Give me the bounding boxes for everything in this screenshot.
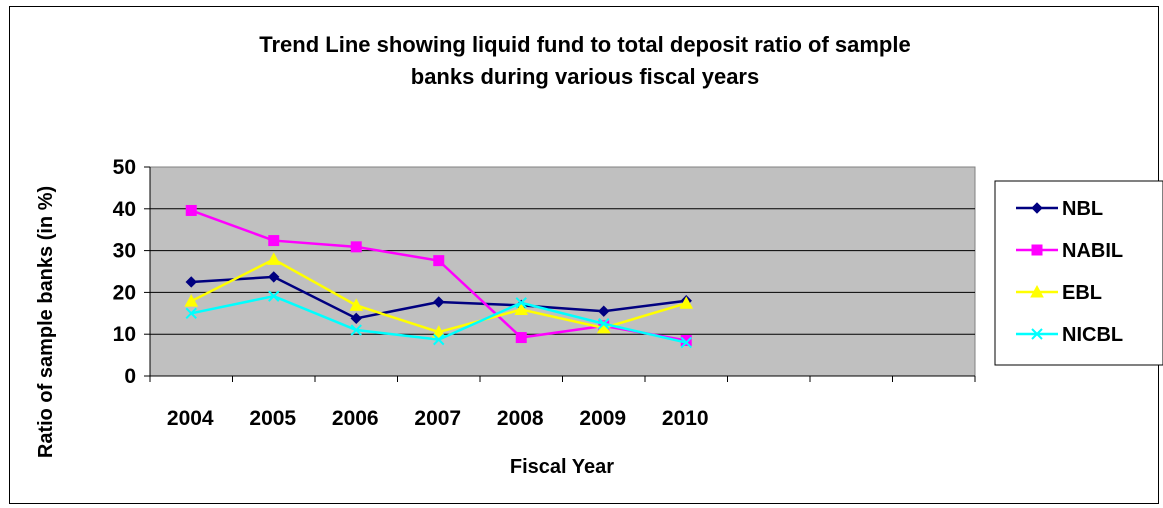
chart-title-line-1: Trend Line showing liquid fund to total … <box>259 32 910 57</box>
y-tick-label: 40 <box>113 198 136 221</box>
legend-label-nabil: NABIL <box>1062 240 1123 262</box>
data-point-nabil <box>515 332 527 344</box>
chart-title-line-2: banks during various fiscal years <box>411 64 759 89</box>
y-tick-label: 10 <box>113 323 136 346</box>
legend: NBL NABIL EBL NICBL <box>1016 198 1123 346</box>
legend-label-nicbl: NICBL <box>1062 324 1123 346</box>
y-tick-labels: 0 10 20 30 40 50 <box>113 156 136 388</box>
data-point-nicbl <box>515 297 527 309</box>
legend-marker-nicbl <box>1031 328 1043 340</box>
data-point-nicbl <box>433 333 445 346</box>
data-point-nbl <box>185 276 197 288</box>
y-tick-label: 30 <box>113 240 136 263</box>
x-tick-label: 2009 <box>579 407 626 430</box>
data-point-nicbl <box>680 336 692 349</box>
data-point-nicbl <box>185 307 197 320</box>
x-axis-label: Fiscal Year <box>510 456 614 478</box>
data-point-ebl <box>184 294 199 307</box>
legend-label-nbl: NBL <box>1062 198 1103 220</box>
y-tick-label: 50 <box>113 156 136 179</box>
data-point-nbl <box>268 271 280 283</box>
legend-marker-nbl <box>1031 202 1043 214</box>
data-point-nicbl <box>598 318 610 330</box>
data-point-ebl <box>349 298 364 311</box>
data-point-ebl <box>266 252 281 265</box>
data-point-nicbl <box>350 324 362 336</box>
x-tick-label: 2008 <box>497 407 544 430</box>
data-point-nbl <box>350 312 362 325</box>
data-point-ebl <box>679 296 694 309</box>
gridlines <box>150 208 975 335</box>
x-tick-label: 2007 <box>414 407 461 430</box>
legend-marker-ebl <box>1030 284 1044 298</box>
series-nicbl <box>185 290 692 349</box>
legend-label-ebl: EBL <box>1062 282 1102 304</box>
data-point-nbl <box>598 305 610 317</box>
legend-marker-nabil <box>1031 244 1043 256</box>
x-tick-label: 2004 <box>167 407 214 430</box>
x-tick-labels: 2004 2005 2006 2007 2008 2009 2010 <box>167 407 709 430</box>
data-point-ebl <box>431 325 446 338</box>
x-tick-label: 2010 <box>662 407 709 430</box>
plot-area <box>149 166 976 377</box>
y-tick-label: 20 <box>113 281 136 304</box>
axes <box>144 166 976 382</box>
data-point-nabil <box>350 241 362 253</box>
data-point-nbl <box>433 296 445 308</box>
x-tick-label: 2005 <box>249 407 296 430</box>
data-point-nabil <box>433 255 445 267</box>
series-group <box>184 204 694 349</box>
y-tick-label: 0 <box>124 365 136 388</box>
y-axis-label: Ratio of sample banks (in %) <box>35 186 57 458</box>
x-tick-label: 2006 <box>332 407 379 430</box>
data-point-nicbl <box>268 290 280 302</box>
data-point-nabil <box>185 204 197 216</box>
data-point-nabil <box>268 235 280 247</box>
data-point-ebl <box>514 302 529 316</box>
